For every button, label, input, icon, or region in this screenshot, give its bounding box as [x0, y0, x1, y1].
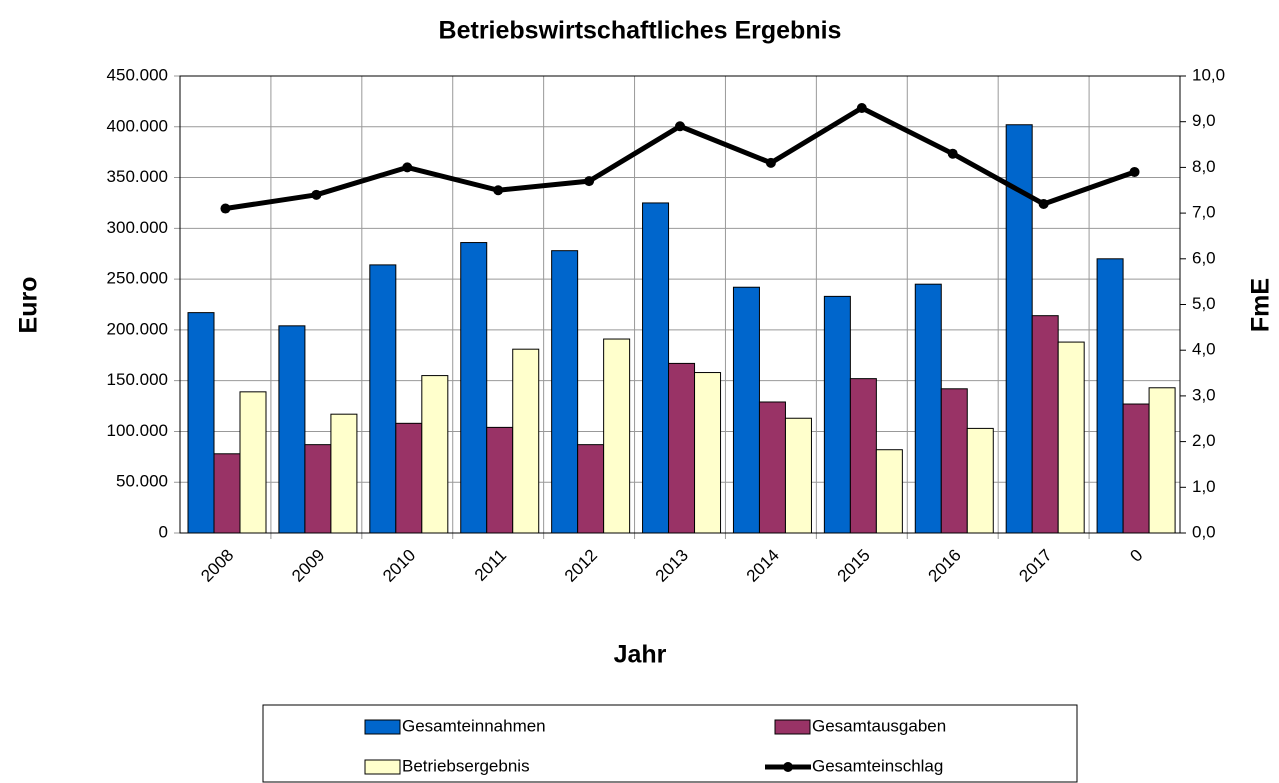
y-tick-label: 350.000 — [107, 167, 168, 186]
bar — [642, 202, 670, 534]
y2-tick-label: 7,0 — [1192, 203, 1216, 222]
legend-label: Betriebsergebnis — [402, 756, 530, 775]
bar — [1122, 403, 1150, 534]
bar — [668, 362, 696, 534]
bar — [551, 250, 579, 534]
y-axis-title: Euro — [15, 277, 43, 334]
legend-label: Gesamteinschlag — [812, 756, 943, 775]
y2-axis-title: FmE — [1247, 278, 1275, 332]
x-tick-label: 0 — [1126, 546, 1146, 566]
line-point — [493, 185, 504, 196]
bar — [1057, 341, 1085, 534]
bar — [914, 283, 942, 534]
line-point — [856, 102, 867, 113]
line-point — [584, 176, 595, 187]
bar — [278, 325, 306, 534]
bar — [940, 388, 968, 534]
bar — [239, 391, 267, 534]
bar — [849, 378, 877, 534]
x-tick-label: 2010 — [379, 546, 419, 586]
bar — [823, 295, 851, 534]
bar — [460, 242, 488, 534]
y-tick-label: 250.000 — [107, 269, 168, 288]
bar — [330, 413, 358, 534]
bar — [1031, 315, 1059, 534]
y2-tick-label: 4,0 — [1192, 340, 1216, 359]
y2-tick-label: 9,0 — [1192, 111, 1216, 130]
x-tick-label: 2012 — [561, 546, 601, 586]
bar — [966, 427, 994, 534]
line-point — [311, 189, 322, 200]
bar — [758, 401, 786, 534]
bar — [603, 338, 631, 534]
y-tick-label: 50.000 — [116, 472, 168, 491]
bar — [577, 444, 605, 534]
bar — [875, 449, 903, 534]
line-point — [675, 121, 685, 132]
line-point — [1038, 198, 1049, 209]
line-point — [402, 162, 413, 173]
line-point — [220, 203, 231, 214]
bar — [395, 422, 423, 534]
y2-tick-label: 0,0 — [1192, 522, 1216, 541]
bar — [512, 348, 540, 534]
y-tick-label: 400.000 — [107, 116, 168, 135]
x-tick-label: 2009 — [288, 546, 328, 586]
x-axis-title: Jahr — [614, 641, 667, 669]
y2-tick-label: 5,0 — [1192, 294, 1216, 313]
bar — [369, 264, 397, 534]
x-tick-label: 2016 — [925, 546, 965, 586]
y-tick-label: 450.000 — [107, 65, 168, 84]
legend-label: Gesamtausgaben — [812, 716, 946, 735]
bar — [304, 444, 332, 534]
bar — [187, 312, 215, 534]
bar — [1096, 258, 1124, 534]
y2-tick-label: 1,0 — [1192, 477, 1216, 496]
bar — [732, 286, 760, 534]
y-tick-label: 0 — [159, 522, 168, 541]
x-tick-label: 2017 — [1015, 546, 1055, 586]
y-tick-label: 300.000 — [107, 218, 168, 237]
bar — [1148, 387, 1176, 534]
legend-swatch-point — [783, 762, 793, 772]
y2-tick-label: 3,0 — [1192, 385, 1216, 404]
line-point — [1129, 166, 1140, 177]
y-tick-label: 150.000 — [107, 370, 168, 389]
x-tick-label: 2013 — [652, 546, 692, 586]
legend-swatch — [774, 719, 811, 735]
legend-swatch — [364, 719, 401, 735]
bar — [784, 417, 812, 534]
x-tick-label: 2011 — [471, 546, 510, 585]
legend-swatch — [364, 759, 401, 775]
line-point — [765, 157, 776, 168]
chart-title: Betriebswirtschaftliches Ergebnis — [439, 17, 842, 45]
bar — [486, 426, 514, 534]
bar — [694, 372, 722, 534]
y-tick-label: 200.000 — [107, 319, 168, 338]
x-tick-label: 2014 — [743, 546, 783, 586]
legend-label: Gesamteinnahmen — [402, 716, 546, 735]
bar — [213, 453, 241, 534]
line-point — [947, 148, 958, 159]
bar — [421, 375, 449, 534]
x-tick-label: 2015 — [834, 546, 874, 586]
y2-tick-label: 6,0 — [1192, 248, 1216, 267]
y-tick-label: 100.000 — [107, 421, 168, 440]
y2-tick-label: 8,0 — [1192, 157, 1216, 176]
y2-tick-label: 2,0 — [1192, 431, 1216, 450]
x-tick-label: 2008 — [197, 546, 237, 586]
y2-tick-label: 10,0 — [1192, 65, 1225, 84]
